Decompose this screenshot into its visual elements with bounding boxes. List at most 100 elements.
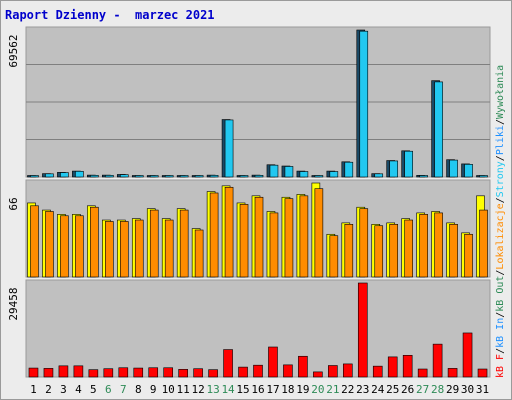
bar-top-s1-26 xyxy=(404,150,413,178)
bar-middle-s1-26 xyxy=(404,219,413,278)
bar-middle-s1-2 xyxy=(45,211,54,278)
bar-bottom-s0-4 xyxy=(73,365,84,378)
bar-top-s1-13 xyxy=(209,175,219,178)
bar-top-s1-14 xyxy=(224,119,234,178)
chart-title: Raport Dzienny - marzec 2021 xyxy=(5,8,215,22)
bar-bottom-s0-7 xyxy=(118,367,129,378)
bar-bottom-s0-28 xyxy=(432,343,443,378)
xtick-10: 10 xyxy=(162,383,175,396)
xtick-21: 21 xyxy=(326,383,339,396)
xtick-1: 1 xyxy=(30,383,37,396)
bar-middle-s1-23 xyxy=(359,208,369,278)
ytick-top: 69562 xyxy=(7,34,20,67)
bar-top-s1-3 xyxy=(60,172,69,178)
bar-bottom-s0-29 xyxy=(447,368,458,378)
bar-middle-s1-24 xyxy=(374,225,384,278)
bar-bottom-s0-19 xyxy=(298,355,308,378)
xtick-23: 23 xyxy=(356,383,369,396)
bar-bottom-s0-9 xyxy=(148,367,159,378)
bar-bottom-s0-22 xyxy=(343,363,353,378)
bar-top-s1-20 xyxy=(314,175,324,178)
xtick-16: 16 xyxy=(251,383,264,396)
bar-top-s1-7 xyxy=(119,174,129,178)
xtick-5: 5 xyxy=(90,383,97,396)
bar-bottom-s0-11 xyxy=(178,369,188,378)
bar-bottom-s0-5 xyxy=(88,369,99,378)
bar-middle-s1-5 xyxy=(90,206,99,278)
xtick-26: 26 xyxy=(401,383,414,396)
bar-top-s1-19 xyxy=(299,171,309,178)
bar-middle-s1-29 xyxy=(449,224,458,278)
xtick-30: 30 xyxy=(461,383,474,396)
bar-bottom-s0-6 xyxy=(103,368,114,378)
bar-top-s1-17 xyxy=(269,164,279,178)
xtick-20: 20 xyxy=(311,383,324,396)
xtick-22: 22 xyxy=(341,383,354,396)
legend-label-0: kB F xyxy=(495,354,506,378)
bar-bottom-s0-23 xyxy=(357,282,368,378)
bar-top-s1-29 xyxy=(449,159,458,178)
bar-bottom-s0-27 xyxy=(417,368,428,378)
bar-middle-s1-27 xyxy=(419,214,428,278)
xtick-24: 24 xyxy=(371,383,385,396)
bar-top-s1-1 xyxy=(30,175,39,178)
legend-label-5: / xyxy=(495,270,506,276)
xtick-8: 8 xyxy=(135,383,142,396)
bar-bottom-s0-20 xyxy=(313,371,323,378)
xtick-25: 25 xyxy=(386,383,399,396)
bar-top-s1-21 xyxy=(329,171,339,178)
bar-bottom-s0-3 xyxy=(58,365,69,378)
xtick-15: 15 xyxy=(236,383,249,396)
bar-middle-s1-17 xyxy=(269,212,279,278)
bar-middle-s1-8 xyxy=(134,219,144,278)
xtick-13: 13 xyxy=(206,383,219,396)
bar-top-s1-6 xyxy=(105,175,114,178)
right-legend: kB F/kB In/kB Out/Lokalizacje/Strony/Pli… xyxy=(495,65,506,378)
bar-top-s1-11 xyxy=(179,175,189,178)
bar-bottom-s0-1 xyxy=(28,367,39,378)
bar-middle-s1-11 xyxy=(179,209,189,278)
bar-middle-s1-1 xyxy=(30,205,39,278)
bar-middle-s1-10 xyxy=(164,219,174,278)
xtick-28: 28 xyxy=(431,383,444,396)
xtick-17: 17 xyxy=(266,383,279,396)
xtick-27: 27 xyxy=(416,383,429,396)
bar-top-s1-25 xyxy=(389,160,399,178)
xtick-19: 19 xyxy=(296,383,309,396)
bar-middle-s1-21 xyxy=(329,235,339,278)
legend-label-1: / xyxy=(495,348,506,354)
bar-middle-s1-12 xyxy=(194,229,204,278)
bar-bottom-s0-31 xyxy=(477,368,488,378)
bar-middle-s1-3 xyxy=(60,215,69,278)
ytick-middle: 66 xyxy=(7,197,20,210)
xtick-7: 7 xyxy=(120,383,127,396)
xtick-3: 3 xyxy=(60,383,67,396)
legend-label-10: Pliki xyxy=(495,125,506,155)
bar-bottom-s0-24 xyxy=(372,365,383,378)
bar-bottom-s0-14 xyxy=(223,349,233,378)
bar-top-s1-27 xyxy=(419,175,428,178)
legend-label-9: / xyxy=(495,155,506,161)
xtick-9: 9 xyxy=(150,383,157,396)
bar-bottom-s0-18 xyxy=(283,364,293,378)
xtick-14: 14 xyxy=(221,383,235,396)
bar-bottom-s0-30 xyxy=(462,332,473,378)
xtick-11: 11 xyxy=(177,383,190,396)
xtick-12: 12 xyxy=(192,383,205,396)
xtick-18: 18 xyxy=(281,383,294,396)
bar-middle-s1-20 xyxy=(314,188,324,278)
bar-top-s1-31 xyxy=(479,175,488,178)
bar-middle-s1-14 xyxy=(224,186,234,278)
bar-middle-s1-22 xyxy=(344,224,354,278)
bar-top-s1-12 xyxy=(194,175,204,178)
panel-bottom xyxy=(25,279,491,378)
bar-top-s1-16 xyxy=(254,175,264,178)
bar-top-s1-23 xyxy=(359,30,369,178)
bar-bottom-s0-17 xyxy=(268,346,278,378)
legend-label-8: Strony xyxy=(495,161,506,197)
bar-middle-s1-31 xyxy=(479,209,488,278)
legend-label-4: kB Out xyxy=(495,276,506,312)
bar-bottom-s0-10 xyxy=(163,367,173,378)
bar-top-s1-18 xyxy=(284,166,294,178)
